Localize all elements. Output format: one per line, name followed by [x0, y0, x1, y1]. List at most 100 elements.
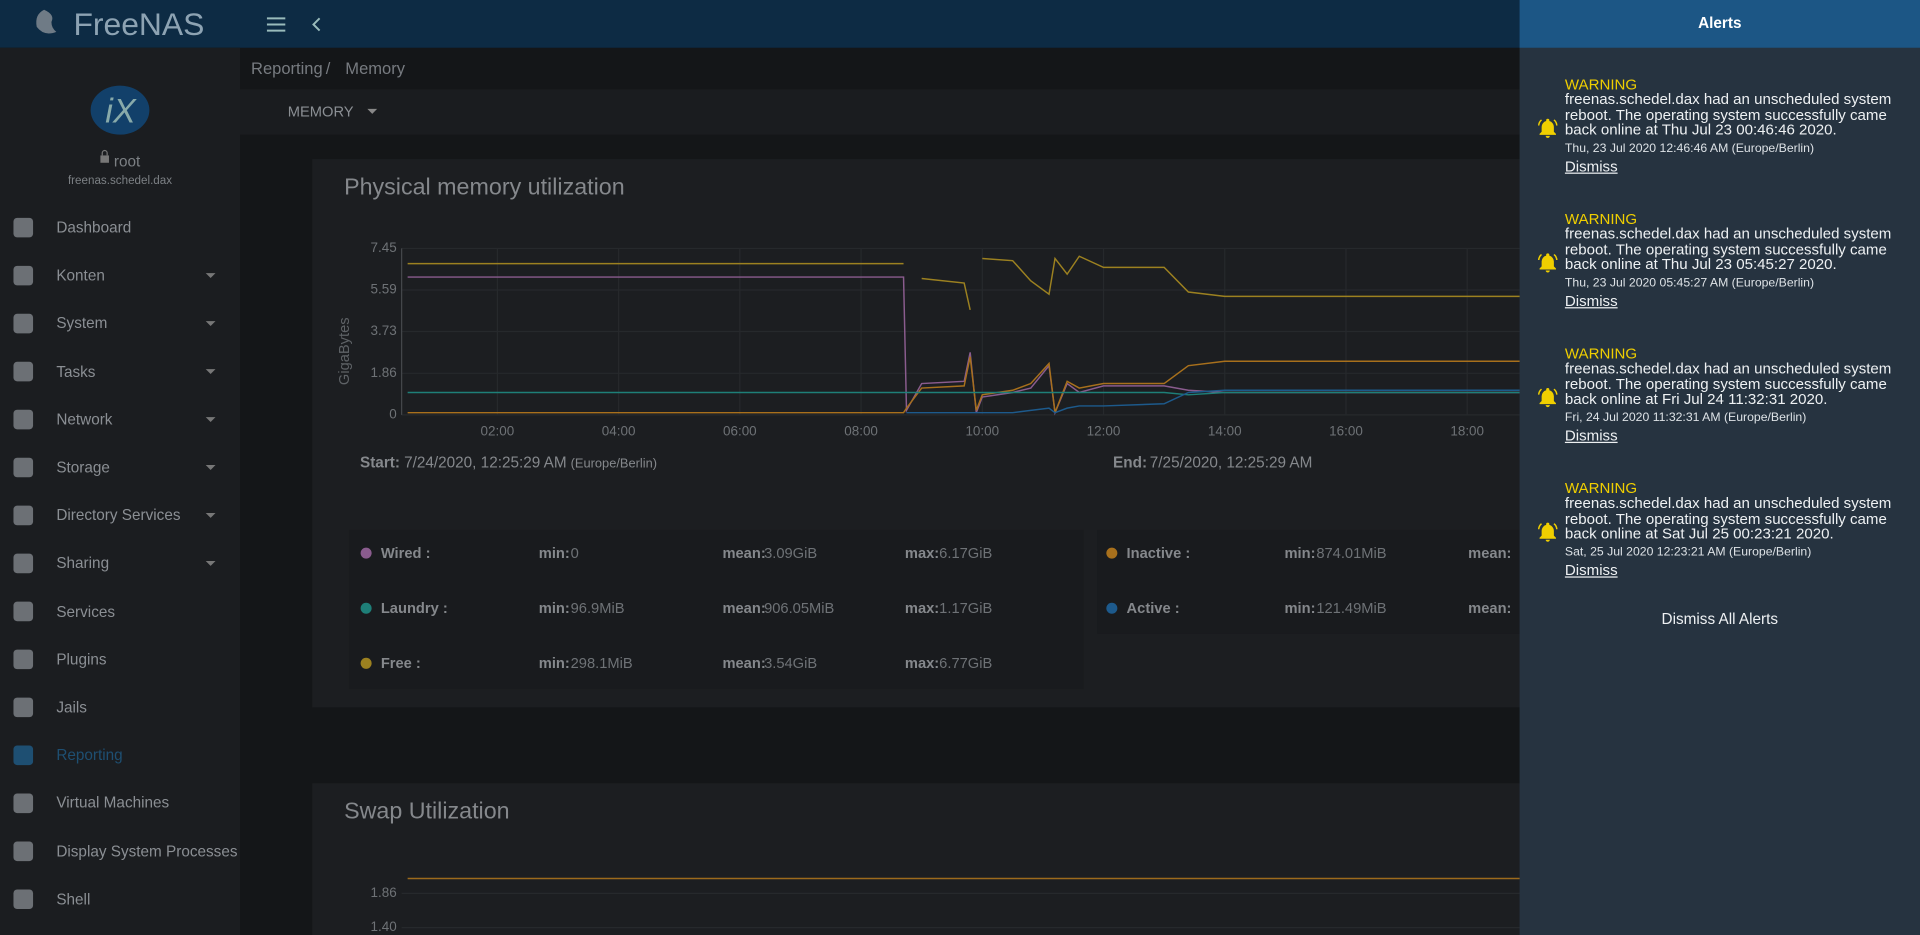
menu-item[interactable]: Tasks: [56, 362, 96, 381]
alerts-panel: Alerts WARNING freenas.schedel.dax had an …: [1519, 0, 1920, 935]
hostname: freenas.schedel.dax: [67, 174, 173, 188]
topbar-icons[interactable]: [257, 10, 330, 39]
brand: iX: [105, 91, 136, 130]
alert-dismiss[interactable]: Dismiss: [1564, 426, 1618, 444]
menu-item[interactable]: System: [56, 314, 108, 333]
stat-label: max:: [904, 599, 940, 617]
menu-item[interactable]: Shell: [56, 890, 91, 908]
x-tick-label: 16:00: [1329, 424, 1363, 439]
menu-icon: [13, 265, 34, 286]
y-tick-label: 3.73: [371, 323, 397, 338]
dismiss-all[interactable]: Dismiss All Alerts: [1661, 610, 1779, 628]
tab-bar: [240, 89, 1587, 135]
stat-value: 3.09GiB: [764, 544, 818, 562]
alert-dismiss[interactable]: Dismiss: [1564, 292, 1618, 310]
menu-item[interactable]: Reporting: [56, 746, 123, 764]
stat-label: min:: [538, 654, 570, 672]
alert-item: WARNING freenas.schedel.dax had an unsche…: [1564, 210, 1910, 311]
alert-dismiss[interactable]: Dismiss: [1564, 561, 1618, 579]
end-value: 7/25/2020, 12:25:29 AM: [1149, 454, 1313, 472]
stat-label: mean:: [722, 654, 766, 672]
tab[interactable]: MEMORY: [287, 102, 354, 120]
menu-icon[interactable]: [266, 17, 286, 32]
menu-item[interactable]: Directory Services: [56, 506, 181, 525]
start-label: Start:: [360, 454, 400, 472]
stat-value: 874.01MiB: [1316, 544, 1387, 562]
legend-name: Wired :: [380, 544, 431, 562]
menu-icons: [13, 217, 216, 910]
y-tick-label: 5.59: [371, 282, 397, 297]
menu-icon: [13, 745, 34, 766]
menu-item[interactable]: Services: [56, 602, 116, 620]
menu-item[interactable]: Jails: [56, 698, 87, 716]
x-tick-label: 02:00: [481, 424, 515, 439]
y-tick-label: 1.86: [371, 885, 397, 900]
menu-item[interactable]: Network: [56, 410, 113, 429]
bell-icon: [1537, 118, 1558, 138]
x-tick-label: 12:00: [1087, 424, 1121, 439]
alert-item: WARNING freenas.schedel.dax had an unsche…: [1565, 346, 1910, 445]
start-tz: (Europe/Berlin): [570, 456, 658, 472]
alerts-header: [1519, 0, 1920, 48]
bell-icon: [1537, 387, 1558, 408]
alert-level: WARNING: [1564, 479, 1638, 497]
stat-value: 298.1MiB: [570, 654, 633, 672]
stats-left: [348, 529, 1084, 690]
menu-item[interactable]: Display System Processes: [56, 842, 238, 860]
y-tick-label: 7.45: [371, 240, 397, 255]
stat-value: 1.17GiB: [939, 599, 993, 617]
menu-item[interactable]: Sharing: [56, 554, 110, 573]
menu-icon: [13, 889, 34, 910]
x-tick-label: 04:00: [602, 424, 636, 439]
menu-item[interactable]: Konten: [56, 267, 105, 285]
legend-name: Laundry :: [380, 599, 448, 617]
stat-value: 0: [570, 544, 579, 562]
x-tick-label: 06:00: [723, 424, 757, 439]
alert-level: WARNING: [1564, 210, 1638, 228]
legend-dot: [360, 547, 372, 559]
y-tick-label: 0: [389, 406, 396, 421]
legend-dot: [360, 602, 372, 614]
card-title: Physical memory utilization: [344, 175, 625, 201]
alert-dismiss[interactable]: Dismiss: [1564, 157, 1618, 175]
stat-value: 6.17GiB: [939, 544, 993, 562]
breadcrumb[interactable]: Reporting: [251, 59, 323, 78]
menu-item[interactable]: Virtual Machines: [56, 794, 170, 812]
menu-item[interactable]: Plugins: [56, 650, 107, 668]
menu-icon: [13, 361, 34, 382]
stat-label: mean:: [722, 544, 766, 562]
alert-message: freenas.schedel.dax had an unscheduled s…: [1564, 360, 1892, 408]
alert-message: freenas.schedel.dax had an unscheduled s…: [1564, 91, 1892, 139]
legend-name: Active :: [1126, 599, 1180, 617]
y-tick-label: 1.86: [371, 365, 397, 380]
tab-arrow[interactable]: [365, 105, 380, 117]
lock-icon: [100, 155, 109, 163]
series-line: [407, 356, 1857, 414]
alerts-title: Alerts: [1698, 14, 1742, 32]
alert-message: freenas.schedel.dax had an unscheduled s…: [1564, 494, 1892, 543]
x-tick-label: 10:00: [965, 424, 999, 439]
expand-arrow: [205, 321, 216, 327]
menu-icon: [13, 841, 34, 862]
card-title: Swap Utilization: [344, 799, 510, 825]
x-tick-label: 08:00: [844, 424, 878, 439]
expand-arrow: [205, 560, 216, 566]
menu-icon: [13, 601, 34, 622]
series-line: [407, 255, 1857, 311]
logo: FreeNAS: [73, 5, 205, 43]
menu-icon: [13, 553, 34, 574]
breadcrumb-sep: /: [325, 59, 331, 78]
lock-icon: [101, 149, 108, 156]
back-icon[interactable]: [312, 17, 321, 32]
menu-item[interactable]: Storage: [56, 458, 110, 477]
y-axis-label: GigaBytes: [337, 317, 353, 385]
menu-item[interactable]: Dashboard: [56, 219, 132, 237]
logo-icon: [36, 9, 57, 34]
menu-icon: [13, 505, 34, 526]
bell-icon: [1537, 522, 1558, 542]
menu-icon: [13, 793, 34, 814]
username: root: [113, 152, 141, 171]
y-tick-label: 1.40: [371, 919, 397, 934]
stat-label: mean:: [1468, 599, 1512, 617]
